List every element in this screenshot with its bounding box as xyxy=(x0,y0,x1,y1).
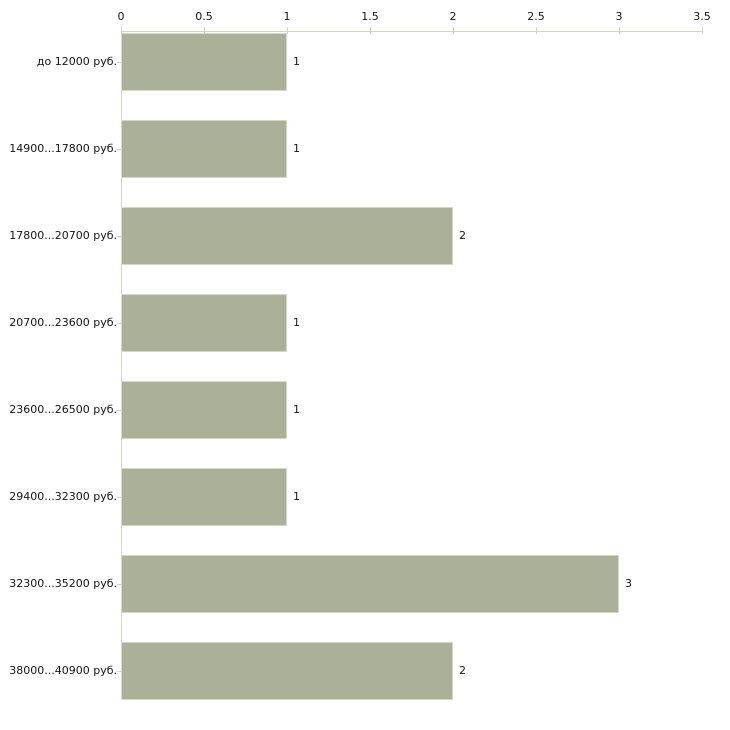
bar xyxy=(121,207,453,265)
bar xyxy=(121,33,287,91)
x-axis-tick-label: 0 xyxy=(117,10,125,23)
bar xyxy=(121,642,453,700)
x-axis-tick xyxy=(370,27,371,34)
category-tick xyxy=(117,236,121,237)
bar xyxy=(121,468,287,526)
category-tick xyxy=(117,671,121,672)
category-tick xyxy=(117,323,121,324)
category-label: 17800...20700 руб. xyxy=(9,229,117,242)
category-tick xyxy=(117,584,121,585)
bar xyxy=(121,381,287,439)
category-tick xyxy=(117,62,121,63)
x-axis-tick-label: 1.5 xyxy=(361,10,379,23)
value-label: 2 xyxy=(459,229,466,242)
category-label: 32300...35200 руб. xyxy=(9,577,117,590)
category-label: 29400...32300 руб. xyxy=(9,490,117,503)
x-axis-line xyxy=(121,31,702,32)
category-label: 38000...40900 руб. xyxy=(9,664,117,677)
category-label: 23600...26500 руб. xyxy=(9,403,117,416)
value-label: 1 xyxy=(293,316,300,329)
category-tick xyxy=(117,497,121,498)
x-axis-tick xyxy=(121,27,122,34)
y-axis-line xyxy=(121,31,122,700)
x-axis-tick xyxy=(287,27,288,34)
x-axis-tick-label: 3.5 xyxy=(693,10,711,23)
x-axis-tick xyxy=(702,27,703,34)
x-axis-tick-label: 1 xyxy=(283,10,291,23)
x-axis-tick-label: 3 xyxy=(615,10,623,23)
x-axis-tick xyxy=(619,27,620,34)
x-axis-tick-label: 2.5 xyxy=(527,10,545,23)
x-axis-tick xyxy=(536,27,537,34)
bar xyxy=(121,120,287,178)
category-label: 20700...23600 руб. xyxy=(9,316,117,329)
x-axis-tick-label: 2 xyxy=(449,10,457,23)
category-tick xyxy=(117,410,121,411)
x-axis-tick xyxy=(204,27,205,34)
category-tick xyxy=(117,149,121,150)
bar xyxy=(121,294,287,352)
category-label: до 12000 руб. xyxy=(36,55,117,68)
bar xyxy=(121,555,619,613)
value-label: 3 xyxy=(625,577,632,590)
value-label: 1 xyxy=(293,403,300,416)
x-axis-tick xyxy=(453,27,454,34)
value-label: 1 xyxy=(293,55,300,68)
value-label: 1 xyxy=(293,142,300,155)
x-axis-tick-label: 0.5 xyxy=(195,10,213,23)
value-label: 1 xyxy=(293,490,300,503)
category-label: 14900...17800 руб. xyxy=(9,142,117,155)
value-label: 2 xyxy=(459,664,466,677)
